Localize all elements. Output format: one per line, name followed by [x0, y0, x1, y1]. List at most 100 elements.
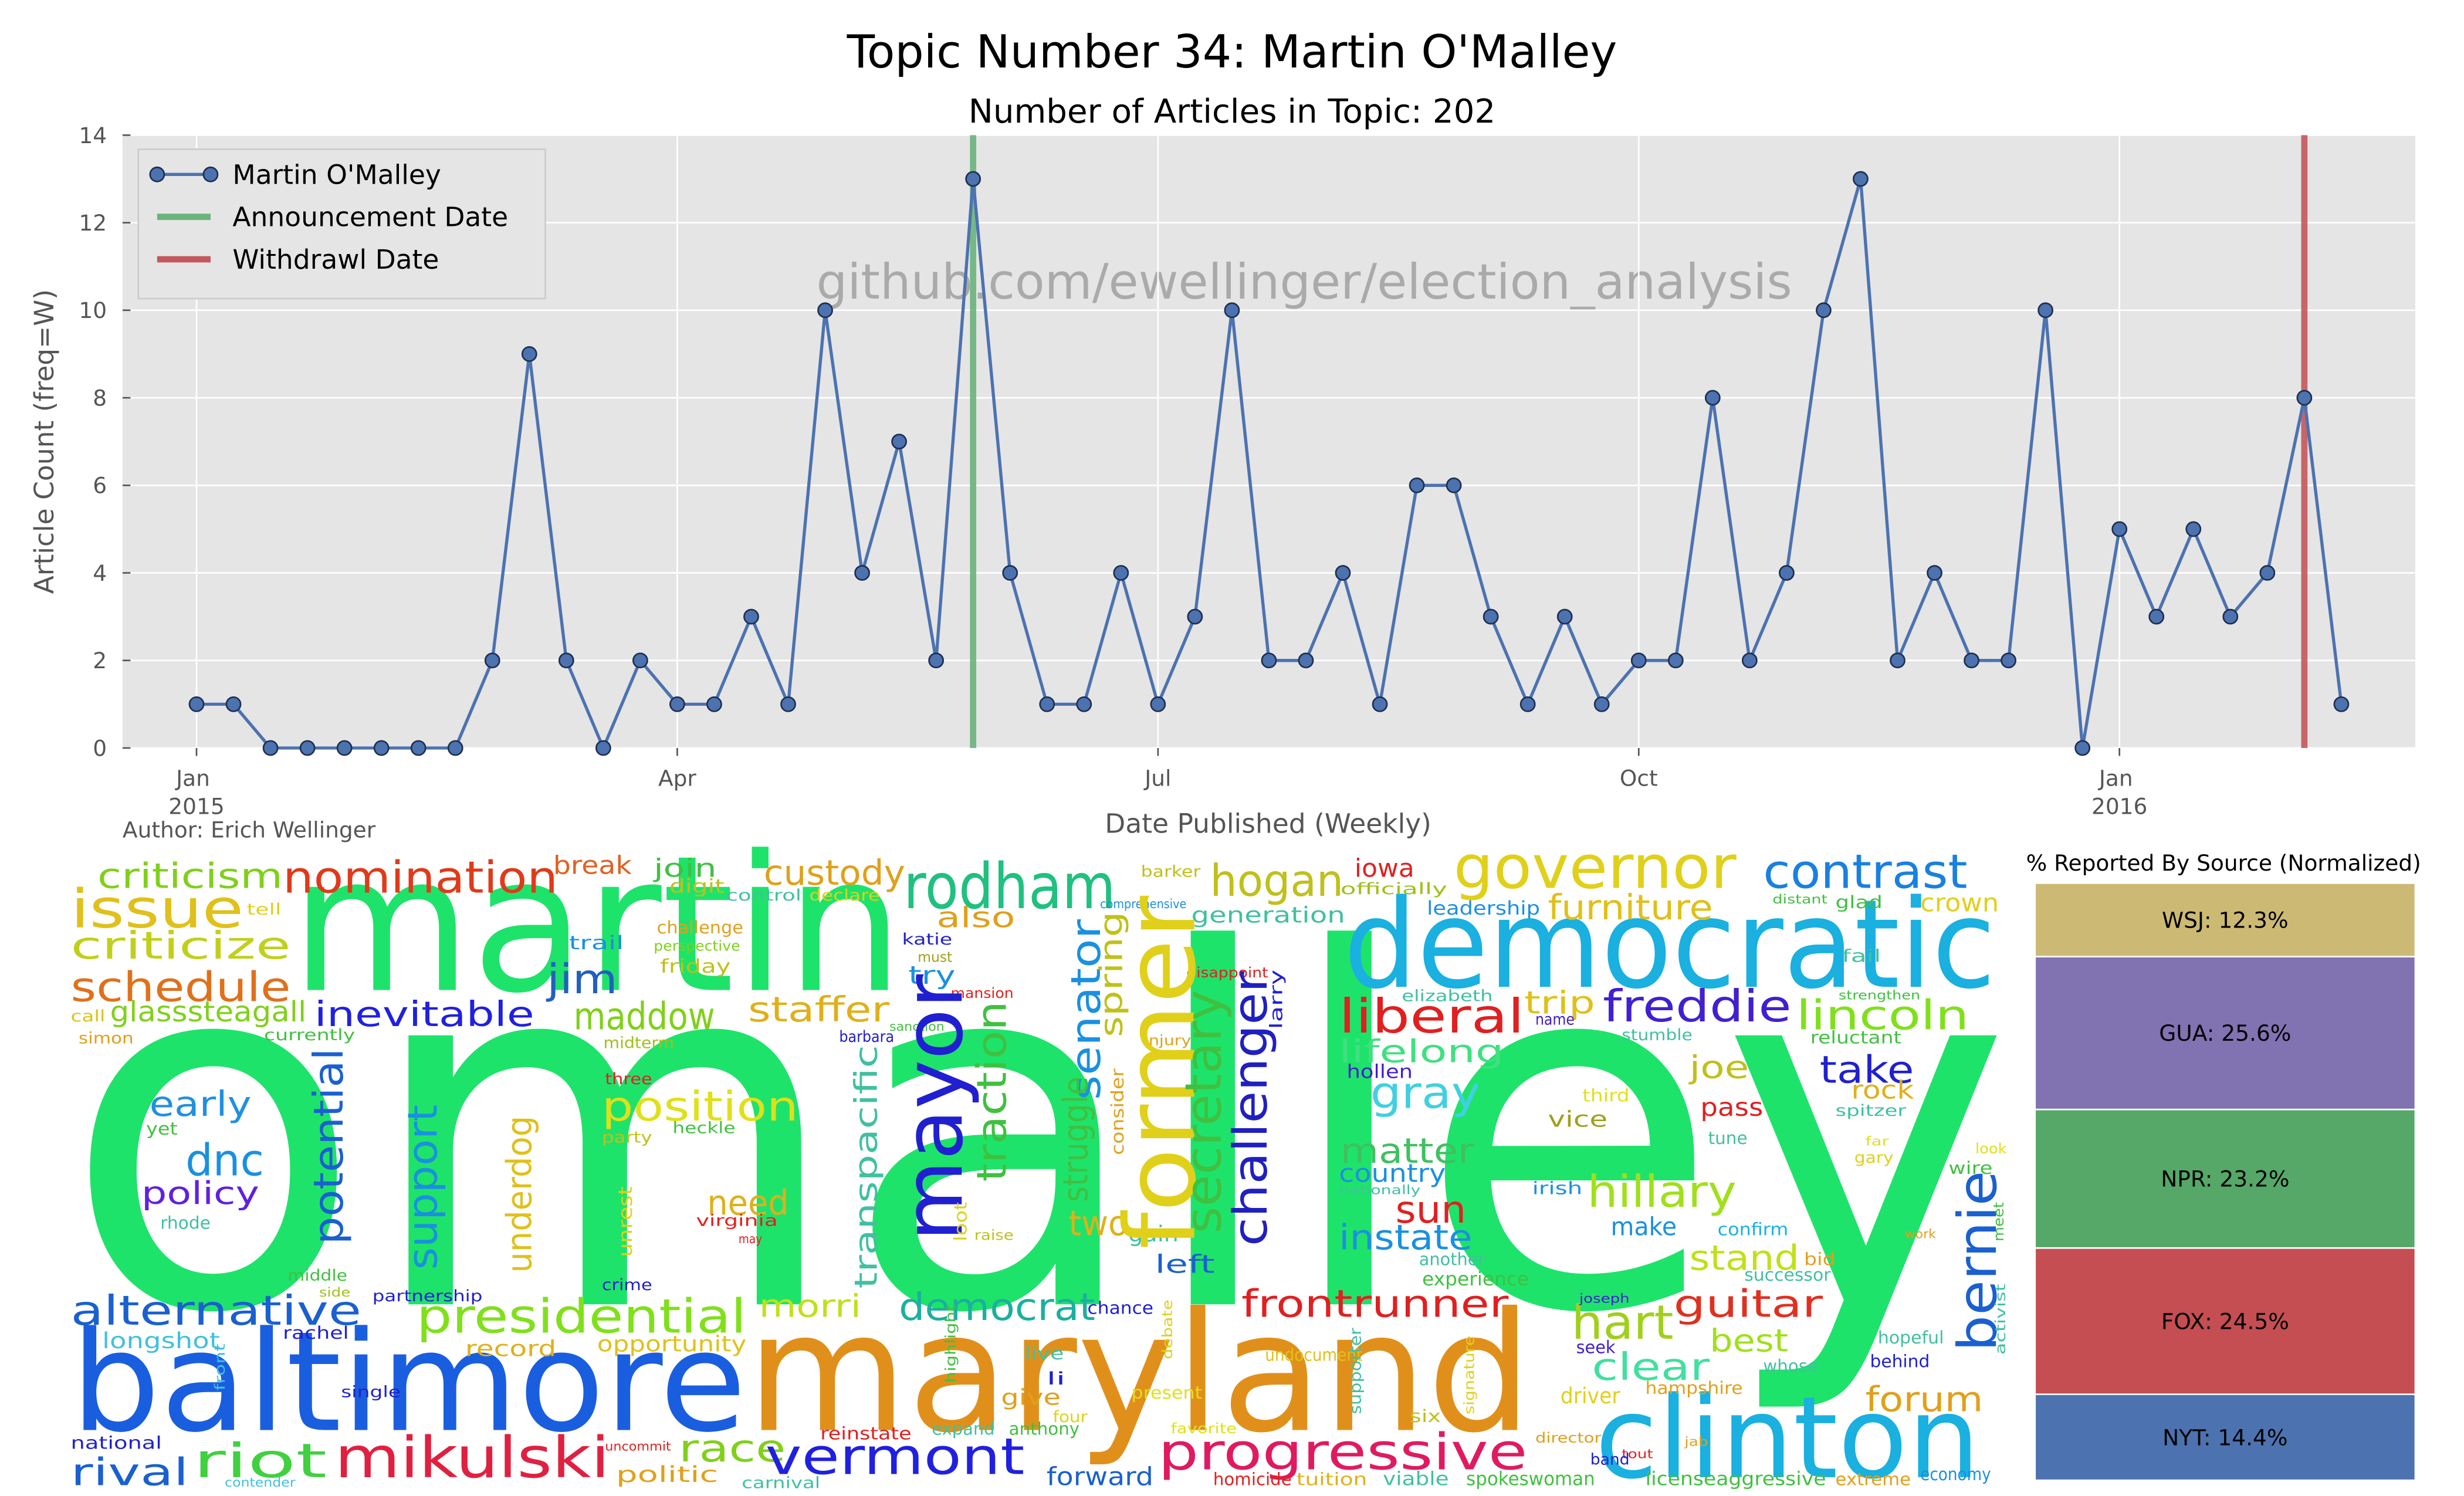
point [262, 740, 279, 756]
word: guitar [1674, 1282, 1823, 1326]
word: hillary [1587, 1166, 1736, 1217]
word: another [1419, 1249, 1485, 1269]
bar-label: FOX: 24.5% [2161, 1308, 2289, 1334]
word: katie [902, 930, 953, 949]
source-bar: NYT: 14.4% FOX: 24.5% NPR: 23.2% GUA: 25.6%… [2034, 882, 2416, 1481]
word: uncommit [605, 1439, 671, 1454]
word: transpacific [848, 1045, 885, 1288]
point [1187, 608, 1203, 625]
x-tick-label: Apr [658, 765, 696, 791]
x-tick-label: Jan 2015 [168, 765, 224, 819]
word: progressive [1158, 1423, 1527, 1481]
word: join [653, 854, 717, 884]
point [965, 171, 981, 187]
word: instate [1339, 1217, 1473, 1257]
legend-marker [149, 166, 165, 182]
word: forum [1865, 1379, 1983, 1419]
word: digit [669, 875, 725, 897]
point [1150, 696, 1166, 712]
word: currently [264, 1026, 356, 1044]
word: gain [1128, 1221, 1179, 1247]
bar-segment [2034, 882, 2416, 957]
word: hollen [1347, 1061, 1413, 1083]
word: mikulski [335, 1425, 610, 1491]
word: reinstate [820, 1424, 911, 1444]
word: band [1590, 1450, 1630, 1468]
word: wire [1948, 1158, 1992, 1178]
point [1483, 608, 1499, 625]
word: injury [1144, 1032, 1191, 1048]
word: rachel [283, 1323, 348, 1343]
word: director [1535, 1430, 1602, 1446]
word: distant [1772, 892, 1827, 907]
word: side [319, 1285, 351, 1300]
word: rival [71, 1450, 189, 1494]
y-tick-label: 6 [93, 473, 107, 499]
word: leadership [1427, 897, 1540, 919]
line-chart: 0 2 4 6 8 10 12 14 Jan 2015 Apr Jul Oct Jan 2016 Mart… [79, 123, 2415, 820]
word: riot [193, 1433, 327, 1488]
word: tell [247, 901, 282, 919]
point [1224, 302, 1240, 319]
point [410, 740, 427, 756]
y-tick-label: 12 [79, 210, 107, 236]
word: contender [225, 1475, 296, 1490]
word: glad [1836, 892, 1883, 912]
word: strengthen [1839, 989, 1920, 1003]
point [373, 740, 390, 756]
word: name [1535, 1010, 1575, 1028]
point [1964, 652, 1979, 669]
point [299, 740, 316, 756]
point [1704, 390, 1721, 406]
word: issue [71, 878, 244, 940]
word: crime [602, 1276, 652, 1294]
word: underdog [499, 1116, 539, 1273]
word: present [1132, 1383, 1203, 1403]
point [1630, 652, 1647, 669]
word: longshot [102, 1328, 220, 1353]
word: omalley [63, 848, 2011, 1420]
word: opportunity [597, 1331, 746, 1357]
word: confirm [1718, 1219, 1789, 1239]
word: partnership [373, 1287, 483, 1305]
word: signature [1461, 1336, 1478, 1414]
point [188, 696, 205, 712]
word: vermont [765, 1428, 1024, 1487]
point [1335, 565, 1351, 581]
word: hopeful [1878, 1328, 1944, 1348]
word: hampshire [1645, 1378, 1742, 1398]
point [2037, 302, 2054, 319]
word: heckle [672, 1119, 735, 1137]
bar-label: GUA: 25.6% [2159, 1020, 2291, 1046]
point [1446, 477, 1462, 493]
word: virginia [696, 1211, 778, 1230]
y-tick-label: 0 [93, 735, 107, 761]
point [2296, 390, 2313, 406]
word: give [1001, 1385, 1061, 1410]
word: favorite [1171, 1420, 1237, 1437]
word: jab [1684, 1434, 1708, 1449]
word: clinton [1595, 1373, 1980, 1496]
word: forward [1047, 1462, 1153, 1491]
word: single [341, 1383, 401, 1401]
word: middle [287, 1267, 347, 1285]
word: reluctant [1810, 1028, 1901, 1048]
word: joseph [1579, 1292, 1630, 1307]
word: tout [1622, 1447, 1653, 1462]
point [2001, 652, 2016, 669]
word: criticize [71, 924, 291, 968]
point [1039, 696, 1055, 712]
point [1002, 565, 1018, 581]
word: take [1820, 1048, 1914, 1092]
point [669, 696, 685, 712]
bar-title: % Reported By Source (Normalized) [2026, 850, 2421, 876]
bar-label: NPR: 23.2% [2161, 1166, 2289, 1192]
point [595, 740, 611, 756]
point [1113, 565, 1129, 581]
word: tune [1708, 1128, 1748, 1148]
word: hart [1572, 1295, 1674, 1350]
word: nationally [1339, 1183, 1421, 1198]
point [1519, 696, 1536, 712]
word: secretary [1175, 990, 1233, 1233]
word: driver [1561, 1383, 1620, 1409]
